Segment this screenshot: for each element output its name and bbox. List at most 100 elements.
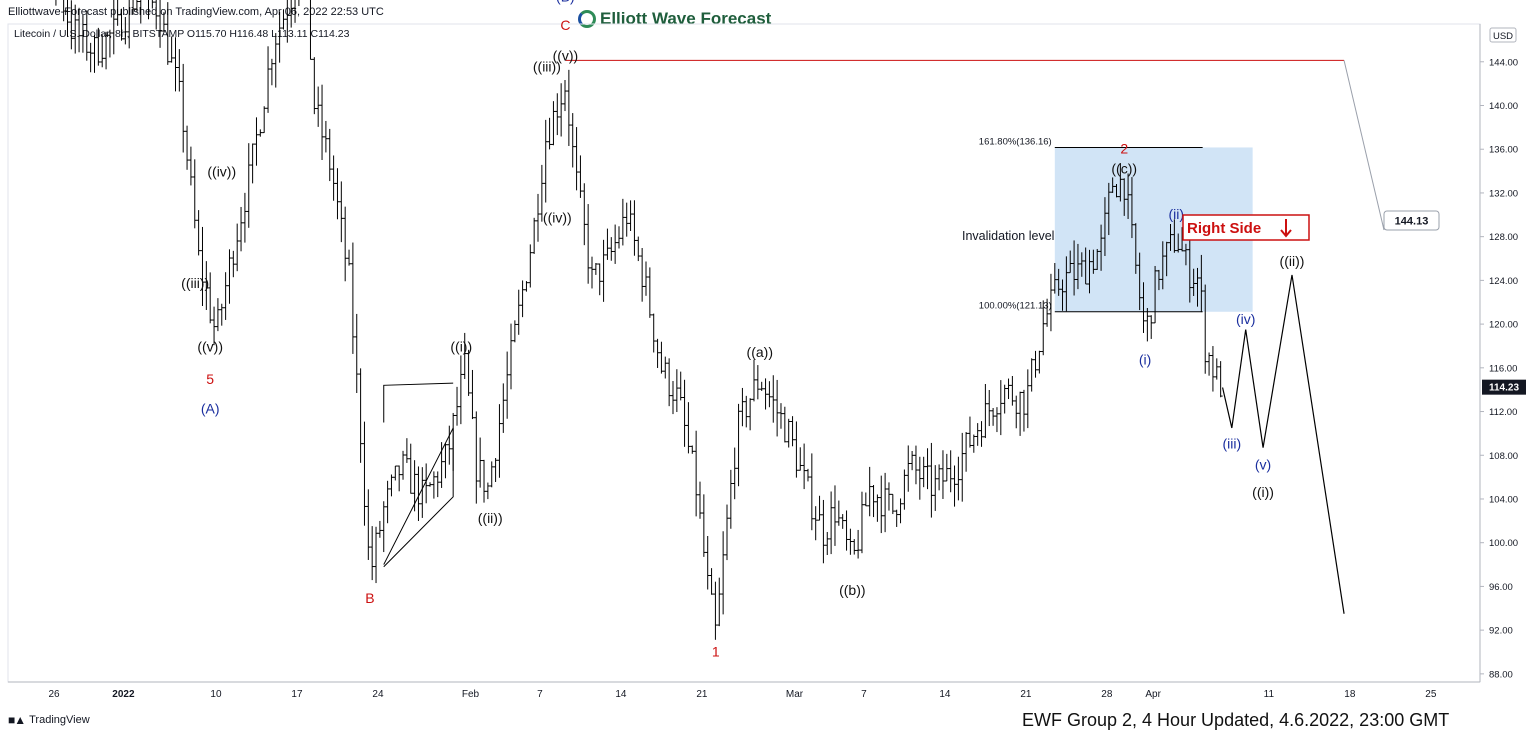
fib-161-label: 161.80%(136.16) <box>979 136 1052 147</box>
ohlc-bar <box>262 106 267 134</box>
ohlc-bar <box>975 423 980 446</box>
ohlc-bar <box>829 491 834 555</box>
ohlc-bar <box>239 206 244 252</box>
ohlc-bar <box>1075 243 1080 290</box>
ohlc-bar <box>1207 352 1212 376</box>
ohlc-bar <box>948 450 953 493</box>
tradingview-text: TradingView <box>29 714 90 726</box>
ohlc-bar <box>532 217 537 254</box>
ohlc-bar <box>713 581 718 640</box>
x-tick-label: 26 <box>48 689 60 700</box>
ohlc-bar <box>458 355 463 425</box>
wave-label: ((b)) <box>839 582 865 598</box>
ohlc-bar <box>497 404 502 478</box>
x-tick-label: Apr <box>1145 689 1161 700</box>
y-tick-label: 136.00 <box>1489 145 1518 156</box>
ohlc-bar <box>570 113 575 168</box>
ohlc-bar <box>227 249 232 304</box>
ohlc-bar <box>667 358 672 407</box>
wave-label: (v) <box>1255 456 1271 472</box>
ohlc-bar <box>940 450 945 499</box>
x-tick-label: 7 <box>537 689 543 700</box>
ohlc-bar <box>832 485 837 546</box>
ohlc-bar <box>1218 361 1223 398</box>
ohlc-bar <box>551 101 556 146</box>
ohlc-bar <box>559 83 564 137</box>
ohlc-bar <box>890 493 895 515</box>
ohlc-bar <box>763 378 768 410</box>
ohlc-bar <box>678 371 683 401</box>
ohlc-bar <box>1079 252 1084 277</box>
ohlc-bar <box>482 459 487 503</box>
ohlc-bar <box>73 4 78 54</box>
ohlc-bar <box>709 568 714 595</box>
ohlc-bar <box>867 466 872 517</box>
wave-label: ((iii)) <box>181 275 209 291</box>
tradingview-logo[interactable]: ■▲ TradingView <box>8 713 90 727</box>
ohlc-bar <box>697 481 702 519</box>
x-tick-label: Feb <box>462 689 480 700</box>
ohlc-bar <box>158 0 163 48</box>
ohlc-bar <box>1126 173 1131 219</box>
ohlc-bar <box>188 146 193 186</box>
ohlc-bar <box>1102 197 1107 256</box>
ohlc-bar <box>493 458 498 482</box>
ohlc-bar <box>1033 350 1038 378</box>
ohlc-bar <box>132 0 136 15</box>
ohlc-bar <box>944 453 949 482</box>
ohlc-bar <box>952 465 957 507</box>
ohlc-bar <box>354 313 359 393</box>
ohlc-bar <box>1002 384 1007 414</box>
ohlc-bar <box>250 143 255 184</box>
ohlc-bar <box>1060 279 1065 311</box>
ohlc-bar <box>289 0 294 28</box>
ohlc-bar <box>165 2 170 65</box>
last-price-value: 114.23 <box>1489 383 1519 394</box>
ohlc-bar <box>817 495 822 521</box>
wave-label: ((ii)) <box>1280 253 1305 269</box>
ohlc-bar <box>1141 282 1146 333</box>
x-tick-label: 21 <box>1020 689 1032 700</box>
ohlc-bar <box>821 499 826 564</box>
ohlc-bar <box>455 386 460 426</box>
x-tick-label: 18 <box>1344 689 1356 700</box>
ohlc-bar <box>1045 298 1050 327</box>
ohlc-bar <box>169 36 174 63</box>
ohlc-bar <box>173 37 178 92</box>
ohlc-bar <box>55 0 57 6</box>
ohlc-bar <box>964 432 969 472</box>
ohlc-bar <box>917 456 922 500</box>
ohlc-bar <box>161 12 166 32</box>
ohlc-bar <box>151 0 155 9</box>
ohlc-bar <box>1021 389 1026 432</box>
ohlc-bar <box>967 416 972 448</box>
ohlc-bar <box>273 33 278 88</box>
y-tick-label: 132.00 <box>1489 188 1518 199</box>
ohlc-bar <box>1118 163 1123 202</box>
ohlc-bar <box>782 406 787 443</box>
ohlc-bar <box>755 365 760 400</box>
wave-label: ((iv)) <box>207 164 236 180</box>
ohlc-bar <box>840 514 845 529</box>
ohlc-bar <box>512 320 517 343</box>
ohlc-bar <box>77 7 82 53</box>
ohlc-bar <box>320 84 325 160</box>
ohlc-bar <box>1083 247 1088 285</box>
tradingview-mark-icon: ■▲ <box>8 713 26 727</box>
ohlc-bar <box>96 27 101 66</box>
ohlc-bar <box>323 120 328 153</box>
ohlc-bar <box>147 0 149 20</box>
ohlc-bar <box>1203 284 1208 374</box>
ohlc-bar <box>377 520 382 538</box>
ohlc-bar <box>925 448 930 490</box>
x-tick-label: 10 <box>210 689 222 700</box>
wave-label: 5 <box>206 371 214 387</box>
ohlc-bar <box>655 338 660 368</box>
x-tick-label: 28 <box>1101 689 1113 700</box>
ohlc-bar <box>670 381 675 415</box>
ohlc-bar <box>597 263 602 296</box>
ohlc-bar <box>1110 177 1115 193</box>
x-tick-label: 14 <box>615 689 627 700</box>
ohlc-bar <box>886 482 891 511</box>
